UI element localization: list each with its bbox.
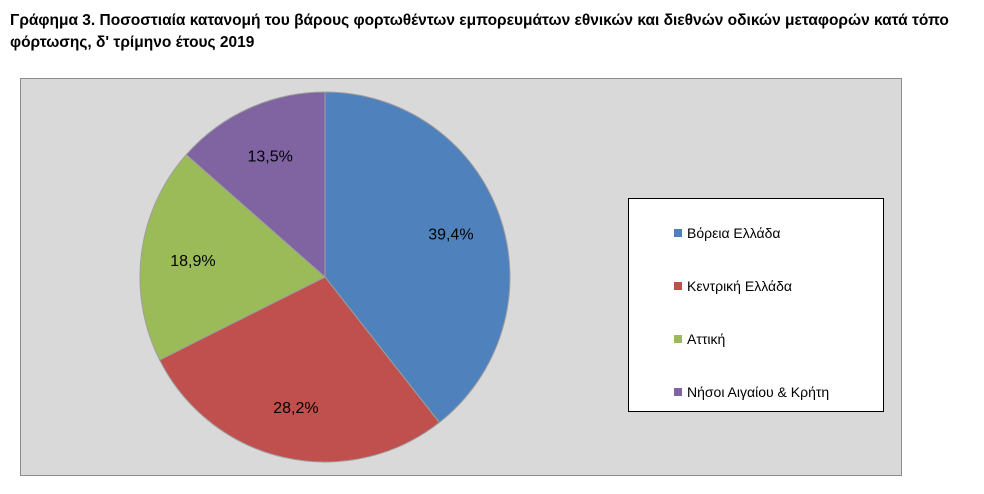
chart-area: 39,4% 28,2% 18,9% 13,5% Βόρεια Ελλάδα Κεντρ… — [20, 78, 902, 476]
legend-label: Αττική — [687, 331, 726, 347]
pie-slice-voreia-ellada — [324, 91, 511, 424]
legend-item-nisoi-aigaiou-kriti: Νήσοι Αιγαίου & Κρήτη — [674, 382, 829, 402]
chart-title: Γράφημα 3. Ποσοστιαία κατανομή του βάρου… — [10, 12, 949, 51]
legend-swatch — [674, 388, 682, 396]
data-label-voreia-ellada: 39,4% — [428, 226, 473, 243]
pie-slice-kentriki-ellada — [158, 276, 441, 463]
legend-item-voreia-ellada: Βόρεια Ελλάδα — [674, 223, 781, 243]
pie-slice-nisoi-aigaiou-kriti — [185, 91, 326, 279]
legend-label: Νήσοι Αιγαίου & Κρήτη — [687, 384, 830, 400]
data-label-attiki: 18,9% — [170, 253, 215, 270]
legend-swatch — [674, 229, 682, 237]
data-label-nisoi-aigaiou-kriti: 13,5% — [247, 149, 292, 166]
legend-item-kentriki-ellada: Κεντρική Ελλάδα — [674, 276, 792, 296]
legend-label: Βόρεια Ελλάδα — [687, 225, 781, 241]
legend-item-attiki: Αττική — [674, 329, 725, 349]
legend-swatch — [674, 335, 682, 343]
data-label-kentriki-ellada: 28,2% — [273, 400, 318, 417]
pie-chart: 39,4% 28,2% 18,9% 13,5% — [139, 91, 511, 463]
legend: Βόρεια Ελλάδα Κεντρική Ελλάδα Αττική Νήσ… — [628, 198, 884, 412]
legend-label: Κεντρική Ελλάδα — [687, 278, 792, 294]
pie-slice-attiki — [139, 153, 326, 361]
legend-swatch — [674, 282, 682, 290]
